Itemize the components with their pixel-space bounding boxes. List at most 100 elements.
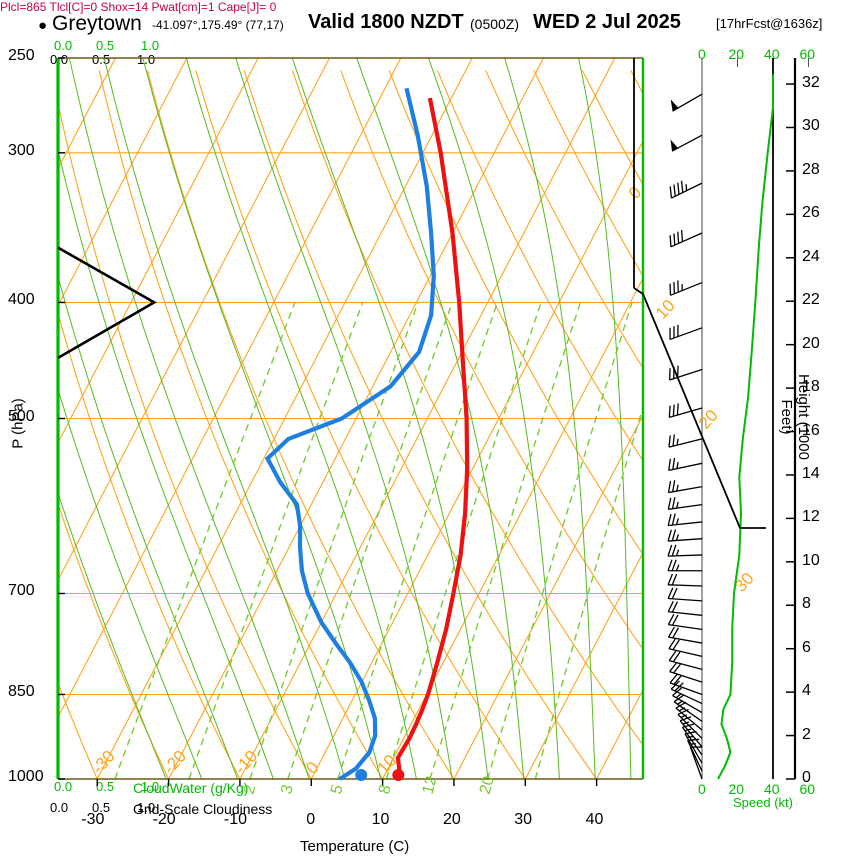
wind-barb (667, 600, 703, 616)
cloudiness-tick-top-2: 1.0 (137, 52, 156, 67)
temperature-tick-label--30: -30 (81, 811, 105, 828)
wind-barb (668, 457, 703, 472)
cloudiness-curve (57, 246, 157, 360)
wind-barb (668, 434, 703, 448)
station-coordinates: -41.097°,175.49° (77,17) (152, 18, 284, 32)
pressure-tick-label-400: 400 (8, 291, 35, 309)
cloudiness-tick-bottom-1: 0.5 (92, 800, 111, 815)
speed-tick-top-60: 60 (799, 46, 816, 62)
surface-temperature-marker (392, 769, 405, 781)
speed-tick-bottom-20: 20 (728, 781, 745, 797)
height-tick-label-28: 28 (802, 160, 820, 178)
wind-barb (670, 134, 703, 152)
cloudwater-tick-bottom-1: 0.5 (96, 779, 115, 794)
forecast-stamp: [17hrFcst@1636z] (716, 16, 823, 31)
valid-date: WED 2 Jul 2025 (533, 11, 681, 33)
mixing-ratio-label-3: 3 (278, 783, 297, 796)
cloudwater-tick-top-2: 1.0 (141, 38, 160, 53)
height-tick-label-6: 6 (802, 638, 811, 656)
cloudiness-tick-bottom-2: 1.0 (137, 800, 156, 815)
wind-barb (667, 544, 703, 557)
wind-barb (667, 626, 703, 644)
temperature-curve (395, 97, 470, 780)
pressure-tick-label-500: 500 (8, 407, 35, 425)
wind-barb (669, 280, 703, 296)
wind-barb (667, 614, 703, 631)
cloudwater-tick-top-0: 0.0 (54, 38, 73, 53)
height-tick-label-2: 2 (802, 725, 811, 743)
speed-tick-top-20: 20 (728, 46, 745, 62)
height-tick-label-30: 30 (802, 117, 820, 135)
mixing-ratio-label-5: 5 (328, 783, 347, 796)
cloudwater-tick-bottom-2: 1.0 (141, 779, 160, 794)
wind-barb (668, 403, 703, 418)
stability-indices: Plcl=865 Tlcl[C]=0 Shox=14 Pwat[cm]=1 Ca… (0, 0, 277, 14)
temperature-tick-label--20: -20 (152, 811, 176, 828)
height-tick-label-18: 18 (802, 378, 820, 396)
height-tick-label-10: 10 (802, 551, 820, 569)
height-tick-label-0: 0 (802, 769, 811, 786)
pressure-tick-label-700: 700 (8, 582, 35, 600)
dry-adiabat-label-10: 10 (652, 296, 679, 323)
wind-barb (668, 638, 703, 658)
station-bullet-icon: ● (38, 17, 48, 34)
wind-barb (667, 587, 703, 602)
cloudwater-tick-bottom-0: 0.0 (54, 779, 73, 794)
height-tick-label-12: 12 (802, 508, 820, 526)
cloudwater-tick-top-1: 0.5 (96, 38, 115, 53)
height-tick-label-4: 4 (802, 682, 811, 700)
wind-barb (669, 365, 703, 381)
pressure-tick-label-1000: 1000 (8, 768, 44, 785)
temperature-tick-label-30: 30 (514, 811, 533, 828)
wind-speed-curve (717, 74, 774, 780)
wind-barb (669, 673, 703, 696)
dewpoint-curve (264, 87, 436, 781)
speed-tick-bottom-40: 40 (764, 781, 780, 797)
mixing-ratio-label-8: 8 (376, 783, 395, 796)
height-tick-label-16: 16 (802, 421, 820, 439)
height-tick-label-22: 22 (802, 291, 820, 309)
temperature-tick-label--10: -10 (223, 811, 248, 828)
wind-barb (668, 650, 703, 671)
surface-dewpoint-marker (355, 769, 368, 781)
wind-barb (670, 93, 703, 112)
valid-time-utc: (0500Z) (470, 16, 520, 32)
temperature-tick-label-0: 0 (306, 811, 316, 828)
wind-barb (669, 661, 703, 683)
height-tick-label-8: 8 (802, 595, 811, 613)
pressure-tick-label-850: 850 (8, 683, 35, 701)
height-tick-label-14: 14 (802, 464, 820, 482)
mixing-ratio-label-12: 12 (420, 774, 441, 796)
height-tick-label-24: 24 (802, 247, 820, 265)
wind-barb (677, 708, 703, 739)
isotherm-label--30: -30 (88, 747, 119, 778)
speed-axis-label: Speed (kt) (733, 795, 793, 810)
pressure-tick-label-300: 300 (8, 141, 35, 159)
wind-barb (667, 480, 703, 494)
valid-time: Valid 1800 NZDT (308, 11, 464, 33)
wind-barb (669, 229, 703, 248)
cloudiness-scale-label: Grid-Scale Cloudiness (133, 801, 273, 817)
height-tick-label-26: 26 (802, 204, 820, 222)
isotherm-label-0: 0 (302, 758, 322, 778)
wind-barb (667, 529, 703, 542)
cloudiness-tick-bottom-0: 0.0 (50, 800, 69, 815)
temperature-tick-label-10: 10 (371, 811, 390, 828)
wind-barb (667, 497, 703, 510)
speed-tick-top-40: 40 (764, 46, 780, 62)
wind-barb (669, 324, 703, 341)
wind-barb-layer (667, 93, 703, 780)
station-name: Greytown (52, 12, 142, 35)
cloudwater-scale-label: CloudWater (g/Kg) (133, 780, 249, 796)
height-tick-label-20: 20 (802, 334, 820, 352)
temperature-tick-label-20: 20 (442, 811, 461, 828)
temperature-tick-label-40: 40 (585, 811, 604, 828)
height-tick-label-32: 32 (802, 74, 820, 92)
wind-barb (669, 180, 703, 199)
temperature-axis-label: Temperature (C) (300, 838, 410, 855)
pressure-tick-label-250: 250 (8, 47, 35, 64)
speed-tick-top-0: 0 (698, 46, 706, 62)
mixing-ratio-label-2: 2 (241, 783, 260, 796)
